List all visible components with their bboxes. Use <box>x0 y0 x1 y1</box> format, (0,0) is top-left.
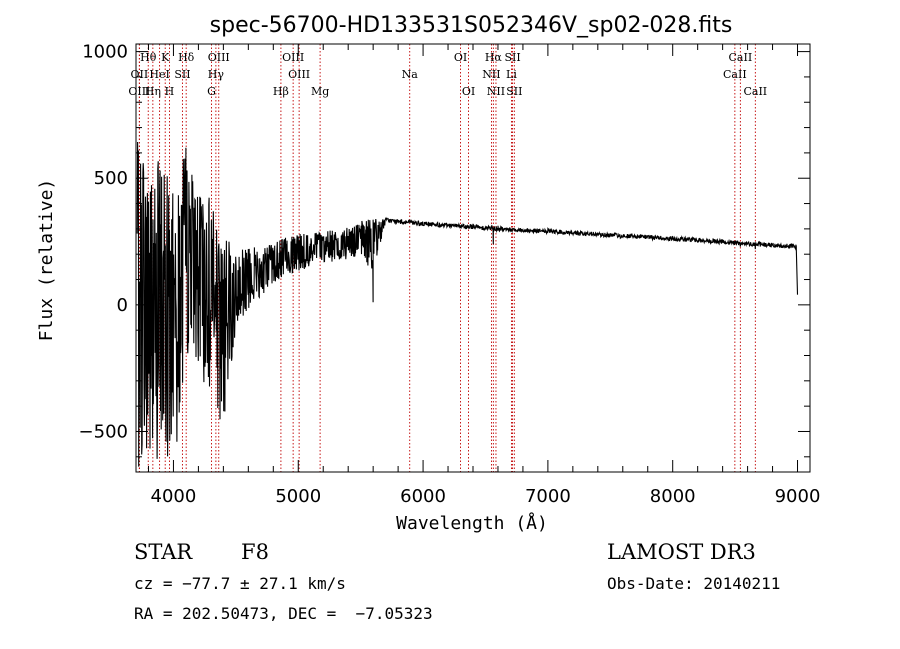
spectral-line-label: OI <box>462 85 475 98</box>
spectral-line-label: OIII <box>282 51 304 64</box>
spectral-line-label: Hα <box>485 51 503 64</box>
spectral-line-label: SII <box>174 68 190 81</box>
spectral-line-label: OI <box>454 51 467 64</box>
spectral-line-label: CaII <box>743 85 767 98</box>
x-tick-label: 9000 <box>775 486 821 507</box>
x-tick-label: 7000 <box>525 486 571 507</box>
spectral-line-label: Li <box>506 68 517 81</box>
spectral-line-label: Na <box>402 68 419 81</box>
spectral-line-label: OIII <box>208 51 230 64</box>
spectral-line-label: SII <box>506 85 522 98</box>
spectral-line-label: OIII <box>128 85 150 98</box>
x-tick-label: 4000 <box>151 486 197 507</box>
spectral-line-label: OII <box>131 68 149 81</box>
spectral-line-label: CaII <box>729 51 753 64</box>
chart-title: spec-56700-HD133531S052346V_sp02-028.fit… <box>210 13 733 38</box>
plot-frame <box>135 43 811 473</box>
flux-series-line <box>136 141 799 467</box>
object-class: STAR <box>134 540 193 564</box>
redshift-value: cz = −77.7 ± 27.1 km/s <box>134 574 346 593</box>
spectral-line-label: NII <box>487 85 505 98</box>
x-tick-label: 6000 <box>400 486 446 507</box>
x-axis-ticks: 4000 5000 6000 7000 8000 9000 <box>147 44 821 507</box>
spectral-line-label: H <box>165 85 175 98</box>
spectral-line-markers <box>138 44 756 472</box>
y-tick-label: 500 <box>94 168 128 189</box>
spectral-line-label: K <box>161 51 170 64</box>
spectral-line-label: Hγ <box>208 68 225 81</box>
y-tick-label: 0 <box>117 295 128 316</box>
spectral-line-label: Mg <box>311 85 329 98</box>
x-tick-label: 8000 <box>650 486 696 507</box>
spectral-line-label: Hδ <box>178 51 195 64</box>
spectral-line-label: HeI <box>149 68 169 81</box>
y-tick-label: −500 <box>79 421 128 442</box>
y-axis-ticks: −500 0 500 1000 <box>79 42 810 458</box>
y-tick-label: 1000 <box>82 42 128 63</box>
spectral-line-label: Hη <box>145 85 161 98</box>
observation-date: Obs-Date: 20140211 <box>607 574 781 593</box>
spectral-line-label: CaII <box>723 68 747 81</box>
spectral-line-label: NII <box>482 68 500 81</box>
spectral-line-label: G <box>207 85 216 98</box>
x-axis-label: Wavelength (Å) <box>396 512 548 534</box>
spectral-line-label: Hβ <box>273 85 289 98</box>
object-subclass: F8 <box>241 540 269 564</box>
spectral-line-label: SII <box>504 51 520 64</box>
spectral-line-label: Hθ <box>140 51 157 64</box>
survey-name: LAMOST DR3 <box>607 540 756 564</box>
x-tick-label: 5000 <box>275 486 321 507</box>
spectral-line-label: OIII <box>288 68 310 81</box>
coordinates: RA = 202.50473, DEC = −7.05323 <box>134 604 433 623</box>
y-axis-label: Flux (relative) <box>36 179 57 342</box>
